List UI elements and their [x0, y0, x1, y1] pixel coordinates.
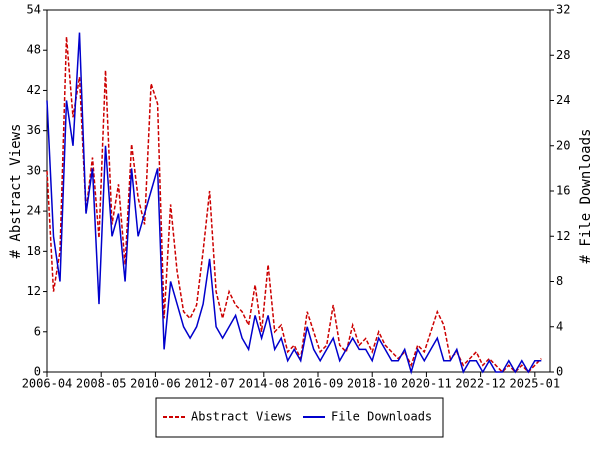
series-line: [46, 32, 542, 375]
y-tick-label: 48: [27, 43, 41, 57]
y2-tick-label: 0: [556, 365, 563, 379]
y-tick-label: 42: [27, 83, 41, 97]
y-tick-label: 24: [27, 204, 41, 218]
series-line: [46, 36, 542, 374]
x-tick-label: 2008-05: [76, 377, 127, 391]
y2-tick-label: 20: [556, 138, 570, 152]
x-tick-label: 2020-11: [401, 377, 452, 391]
y2-tick-label: 32: [556, 3, 570, 17]
legend-label: Abstract Views: [191, 410, 292, 424]
y-tick-label: 54: [27, 3, 41, 17]
x-tick-label: 2025-01: [510, 377, 561, 391]
y2-tick-label: 12: [556, 229, 570, 243]
y2-tick-label: 4: [556, 319, 563, 333]
legend: [155, 397, 444, 438]
y-tick-label: 6: [34, 324, 41, 338]
y-tick-label: 18: [27, 244, 41, 258]
y2-tick-label: 28: [556, 48, 570, 62]
y-tick-label: 36: [27, 123, 41, 137]
y2-tick-label: 24: [556, 93, 570, 107]
x-tick-label: 2006-04: [22, 377, 73, 391]
x-tick-label: 2014-08: [239, 377, 290, 391]
legend-label: File Downloads: [331, 410, 432, 424]
y2-tick-label: 16: [556, 184, 570, 198]
y-axis-title: # Abstract Views: [8, 124, 24, 259]
x-tick-label: 2022-12: [455, 377, 506, 391]
x-tick-label: 2016-09: [293, 377, 344, 391]
y-tick-label: 0: [34, 365, 41, 379]
x-tick-label: 2010-06: [130, 377, 181, 391]
y2-tick-label: 8: [556, 274, 563, 288]
plot-frame: [46, 9, 551, 373]
y-tick-label: 12: [27, 284, 41, 298]
x-tick-label: 2012-07: [184, 377, 235, 391]
x-tick-label: 2018-10: [347, 377, 398, 391]
y-tick-label: 30: [27, 163, 41, 177]
y2-axis-title: # File Downloads: [578, 129, 594, 264]
